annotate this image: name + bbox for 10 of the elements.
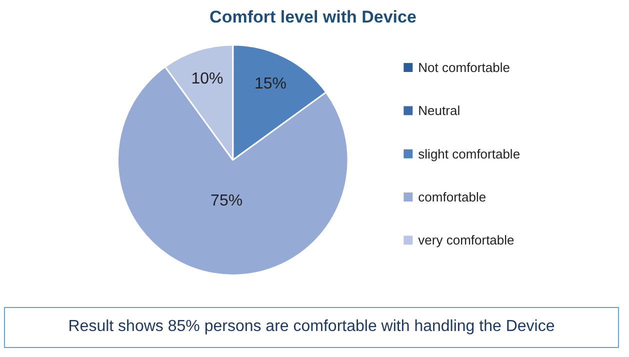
legend-label: very comfortable: [418, 232, 514, 248]
chart-title: Comfort level with Device: [210, 8, 416, 26]
legend-label: Not comfortable: [418, 60, 510, 75]
legend-label: slight comfortable: [418, 146, 520, 162]
legend-label: comfortable: [418, 190, 486, 205]
text: Result shows 85% persons are comfortable with handling the Device: [68, 317, 555, 337]
legend-label: Neutral: [418, 103, 460, 118]
data-label: 10%: [191, 70, 224, 88]
data-label: 75%: [210, 192, 243, 210]
data-label: 15%: [254, 76, 287, 93]
